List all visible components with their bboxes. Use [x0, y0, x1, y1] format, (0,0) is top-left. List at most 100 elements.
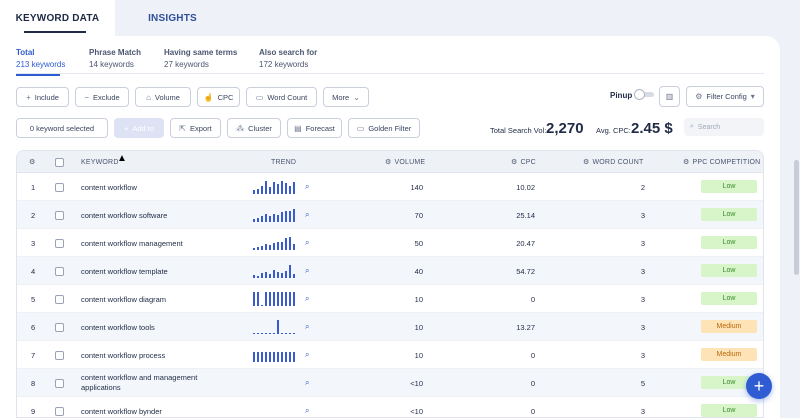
trend-bar [261, 352, 263, 362]
row-number: 9 [31, 406, 36, 416]
ppc-competition-badge: Low [701, 404, 757, 417]
row-checkbox[interactable] [55, 406, 64, 416]
row-checkbox-cell[interactable] [55, 173, 64, 201]
exclude-button[interactable]: − Exclude [75, 87, 129, 107]
add-fab-button[interactable]: + [746, 373, 772, 399]
column-cpc[interactable]: ⚙ CPC [511, 151, 536, 173]
select-all-checkbox[interactable] [55, 157, 64, 167]
search-icon[interactable]: ⌕ [305, 322, 310, 331]
row-word-count: 3 [640, 210, 645, 220]
table-row[interactable]: 5 content workflow diagram ⌕ 10 0 3 Low [17, 285, 763, 313]
search-icon[interactable]: ⌕ [305, 378, 310, 387]
row-checkbox-cell[interactable] [55, 257, 64, 285]
row-checkbox-cell[interactable] [55, 369, 64, 397]
ppc-competition-badge: Medium [701, 320, 757, 333]
row-checkbox-cell[interactable] [55, 229, 64, 257]
trend-bar [289, 333, 291, 334]
table-row[interactable]: 3 content workflow management ⌕ 50 20.47 3 Low [17, 229, 763, 257]
search-icon[interactable]: ⌕ [305, 210, 310, 219]
column-keyword[interactable]: KEYWORD [81, 151, 119, 173]
search-icon[interactable]: ⌕ [305, 350, 310, 359]
table-row[interactable]: 7 content workflow process ⌕ 10 0 3 Medium [17, 341, 763, 369]
add-to-button[interactable]: + Add to [114, 118, 164, 138]
column-volume[interactable]: ⚙ VOLUME [385, 151, 425, 173]
search-icon[interactable]: ⌕ [305, 294, 310, 303]
row-volume: 10 [414, 350, 423, 360]
table-row[interactable]: 2 content workflow software ⌕ 70 25.14 3 Low [17, 201, 763, 229]
row-keyword[interactable]: content workflow tools [81, 322, 155, 332]
row-checkbox[interactable] [55, 350, 64, 360]
pinup-toggle[interactable] [634, 89, 654, 100]
search-icon[interactable]: ⌕ [305, 406, 310, 415]
table-row[interactable]: 9 content workflow bynder ⌕ <10 0 3 Low [17, 397, 763, 417]
row-keyword[interactable]: content workflow and management applicat… [81, 373, 198, 392]
trend-sparkline [253, 257, 313, 285]
tab-keyword-data[interactable]: KEYWORD DATA [0, 0, 115, 36]
table-row[interactable]: 6 content workflow tools ⌕ 10 13.27 3 Medium [17, 313, 763, 341]
subtab-also-search[interactable]: Also search for 172 keywords [259, 48, 317, 69]
row-checkbox[interactable] [55, 322, 64, 332]
search-icon[interactable]: ⌕ [305, 266, 310, 275]
table-row[interactable]: 4 content workflow template ⌕ 40 54.72 3 Low [17, 257, 763, 285]
golden-filter-label: Golden Filter [368, 123, 412, 133]
column-word-count[interactable]: ⚙ WORD COUNT [583, 151, 643, 173]
forecast-button[interactable]: ▤ Forecast [287, 118, 342, 138]
row-checkbox[interactable] [55, 294, 64, 304]
row-keyword[interactable]: content workflow process [81, 350, 166, 360]
select-all-cell[interactable] [55, 151, 64, 173]
settings-column-icon[interactable]: ⚙ [29, 159, 36, 166]
row-keyword[interactable]: content workflow template [81, 266, 168, 276]
cluster-button[interactable]: ⁂ Cluster [227, 118, 281, 138]
row-keyword[interactable]: content workflow diagram [81, 294, 167, 304]
subtab-same-terms[interactable]: Having same terms 27 keywords [164, 48, 237, 69]
row-checkbox[interactable] [55, 266, 64, 276]
row-word-count: 3 [640, 350, 645, 360]
row-checkbox-cell[interactable] [55, 313, 64, 341]
column-ppc[interactable]: ⚙ PPC COMPETITION [683, 151, 760, 173]
trend-bar [277, 184, 279, 194]
include-button[interactable]: + Include [16, 87, 69, 107]
export-button[interactable]: ⇱ Export [170, 118, 221, 138]
search-icon[interactable]: ⌕ [305, 238, 310, 247]
row-keyword[interactable]: content workflow bynder [81, 406, 162, 416]
minus-icon: − [84, 92, 89, 102]
row-keyword[interactable]: content workflow software [81, 210, 168, 220]
trend-bar [277, 272, 279, 278]
row-checkbox[interactable] [55, 210, 64, 220]
search-input[interactable]: ⌕ Search [684, 118, 764, 136]
subtab-total[interactable]: Total 213 keywords [16, 48, 65, 76]
more-filters-button[interactable]: More ⌄ [323, 87, 369, 107]
tab-insights[interactable]: INSIGHTS [120, 0, 225, 36]
row-keyword[interactable]: content workflow management [81, 238, 183, 248]
scrollbar-thumb[interactable] [794, 160, 799, 275]
trend-bar [285, 238, 287, 250]
row-number: 7 [31, 350, 36, 360]
trend-bar [293, 209, 295, 222]
golden-filter-button[interactable]: ▭ Golden Filter [348, 118, 420, 138]
subtab-phrase-match[interactable]: Phrase Match 14 keywords [89, 48, 141, 69]
volume-filter-button[interactable]: ⌂ Volume [135, 87, 191, 107]
search-icon[interactable]: ⌕ [305, 182, 310, 191]
columns-button[interactable]: ▥ [659, 86, 680, 107]
row-checkbox-cell[interactable] [55, 397, 64, 417]
trend-sparkline [253, 285, 313, 313]
word-count-filter-button[interactable]: ▭ Word Count [246, 87, 317, 107]
subtab-phrase-match-title: Phrase Match [89, 48, 142, 57]
avg-cpc-label: Avg. CPC: [596, 126, 631, 135]
table-row[interactable]: 8 content workflow and management applica… [17, 369, 763, 397]
row-checkbox[interactable] [55, 378, 64, 388]
row-checkbox-cell[interactable] [55, 201, 64, 229]
row-checkbox[interactable] [55, 182, 64, 192]
row-checkbox-cell[interactable] [55, 341, 64, 369]
table-row[interactable]: 1 content workflow ⌕ 140 10.02 2 Low [17, 173, 763, 201]
column-trend-label: TREND [271, 158, 297, 166]
row-keyword[interactable]: content workflow [81, 182, 137, 192]
row-cpc: 0 [530, 350, 535, 360]
cpc-col-icon: ⚙ [511, 159, 518, 166]
row-checkbox-cell[interactable] [55, 285, 64, 313]
row-checkbox[interactable] [55, 238, 64, 248]
trend-bar [285, 292, 287, 306]
filter-config-button[interactable]: ⚙ Filter Config ▾ [686, 86, 764, 107]
trend-bar [257, 352, 259, 362]
cpc-filter-button[interactable]: ☝ CPC [197, 87, 240, 107]
